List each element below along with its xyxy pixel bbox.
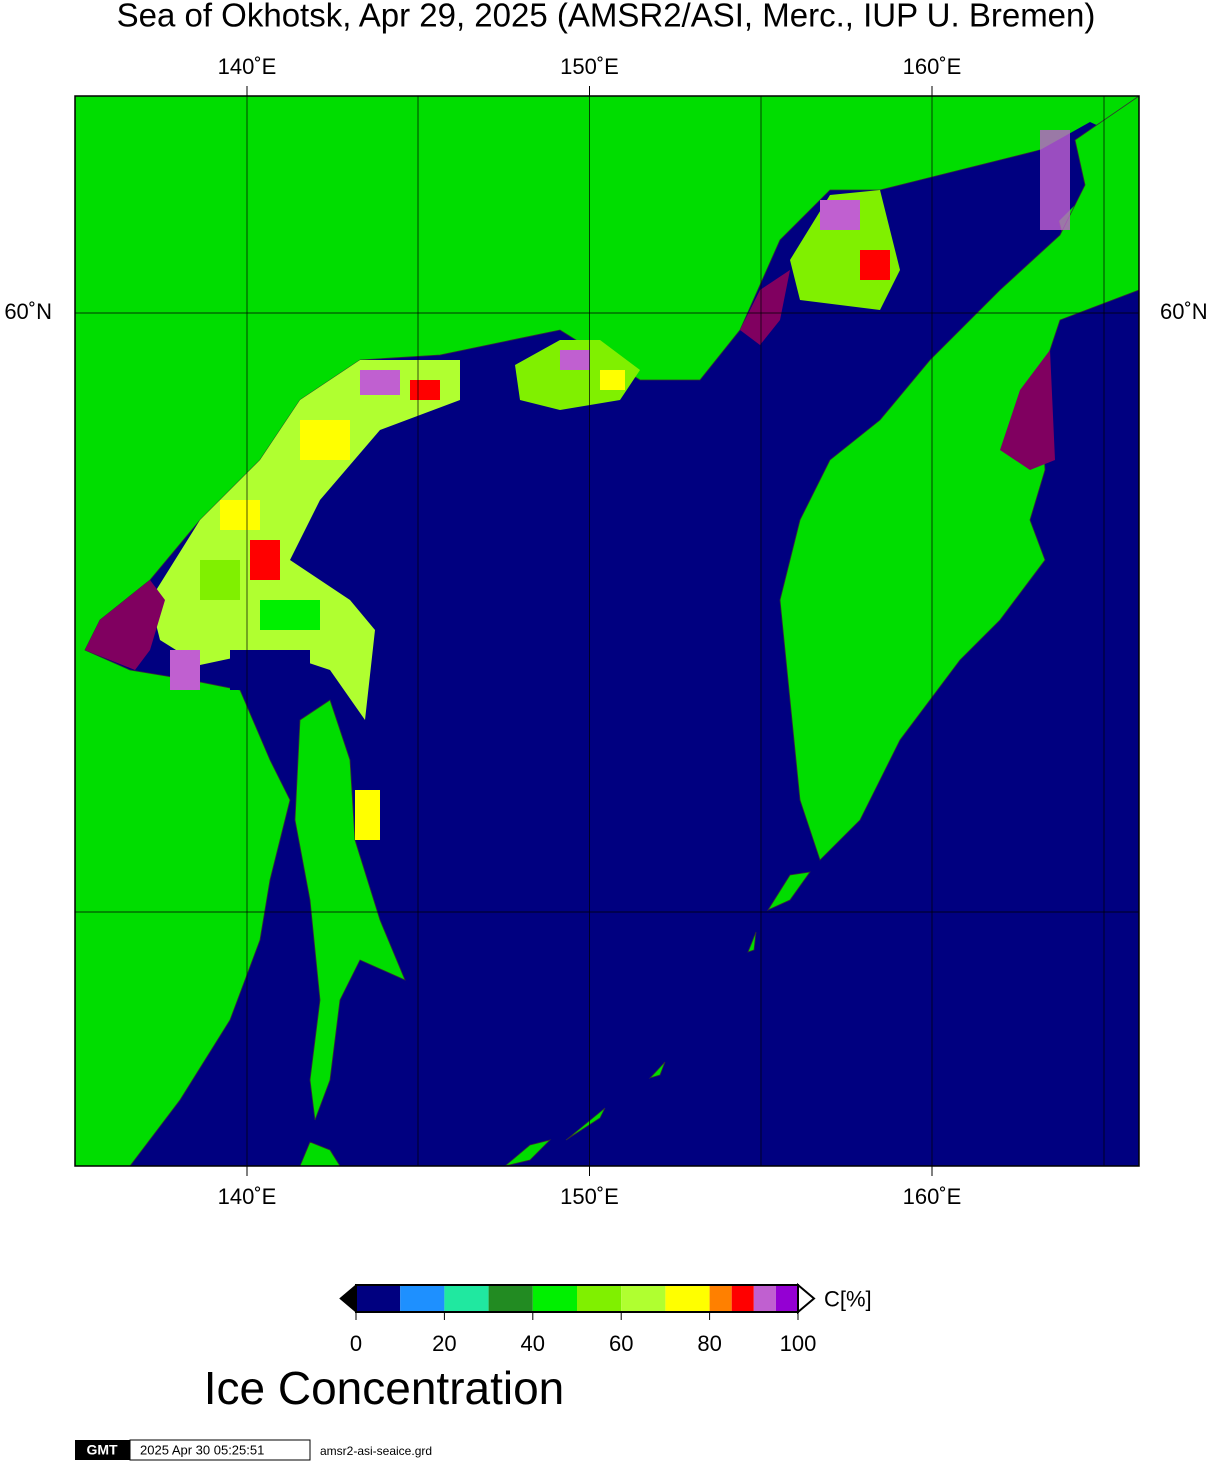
ice-region xyxy=(515,340,640,410)
colorbar-bin xyxy=(400,1285,445,1312)
colorbar-bin xyxy=(753,1285,776,1312)
colorbar-bin xyxy=(532,1285,577,1312)
colorbar-bin xyxy=(577,1285,622,1312)
lon-label: 150˚E xyxy=(560,54,619,79)
timestamp-box xyxy=(129,1439,311,1461)
logo: GMT xyxy=(86,1442,118,1458)
title: Sea of Okhotsk, Apr 29, 2025 (AMSR2/ASI,… xyxy=(117,0,1096,34)
colorbar-bin xyxy=(709,1285,732,1312)
ice-patch xyxy=(260,600,320,630)
lon-label: 160˚E xyxy=(903,54,962,79)
logo-box xyxy=(75,1440,130,1460)
lat-label: 60˚N xyxy=(4,299,52,324)
map xyxy=(74,86,1140,1176)
ice-patch xyxy=(820,200,860,230)
ice-patch xyxy=(250,540,280,580)
lon-label: 140˚E xyxy=(218,54,277,79)
colorbar-bin xyxy=(356,1285,401,1312)
lon-label: 150˚E xyxy=(560,1184,619,1209)
kuril-island xyxy=(766,871,811,911)
ice-patch xyxy=(600,370,625,390)
colorbar: 0 20 40 60 80 100 C[%] xyxy=(339,1282,872,1356)
sakhalin xyxy=(294,699,406,1121)
ice-region xyxy=(740,270,790,345)
kuril-island xyxy=(504,1139,552,1167)
ice-patch xyxy=(170,650,200,690)
ice-patch xyxy=(1040,130,1070,230)
colorbar-unit: C[%] xyxy=(824,1286,872,1311)
colorbar-frame xyxy=(355,1284,799,1313)
ice-region xyxy=(1000,350,1055,470)
colorbar-bin xyxy=(444,1285,489,1312)
ice-patch xyxy=(300,420,350,460)
ice-patch xyxy=(410,380,440,400)
ice-region xyxy=(85,580,165,670)
ice-patch xyxy=(220,500,260,530)
ice-patch xyxy=(200,560,240,600)
colorbar-bin xyxy=(488,1285,533,1312)
colorbar-bin xyxy=(665,1285,710,1312)
colorbar-title: Ice Concentration xyxy=(204,1362,565,1414)
colorbar-bin xyxy=(731,1285,754,1312)
colorbar-tick-label: 40 xyxy=(521,1331,545,1356)
map-frame xyxy=(74,95,1140,1167)
lat-label: 60˚N xyxy=(1160,299,1208,324)
ice-patch xyxy=(860,250,890,280)
ice-patch xyxy=(230,650,310,690)
colorbar-tick-label: 20 xyxy=(432,1331,456,1356)
lon-label: 160˚E xyxy=(903,1184,962,1209)
ice-region xyxy=(150,360,460,720)
colorbar-low-arrow xyxy=(339,1283,357,1314)
colorbar-bin xyxy=(621,1285,666,1312)
colorbar-tick-label: 0 xyxy=(350,1331,362,1356)
colorbar-high-arrow xyxy=(797,1282,816,1315)
kuril-island xyxy=(565,1107,606,1141)
kuril-island xyxy=(747,931,757,953)
ice-patch xyxy=(355,790,380,840)
filename: amsr2-asi-seaice.grd xyxy=(320,1444,432,1458)
lon-label: 140˚E xyxy=(218,1184,277,1209)
colorbar-tick-label: 60 xyxy=(609,1331,633,1356)
ice-patch xyxy=(360,370,400,395)
ice-patch xyxy=(560,350,590,370)
kamchatka xyxy=(779,95,1140,861)
colorbar-tick-label: 100 xyxy=(780,1331,817,1356)
timestamp: 2025 Apr 30 05:25:51 xyxy=(140,1442,264,1457)
colorbar-bin xyxy=(775,1285,798,1312)
colorbar-tick-label: 80 xyxy=(697,1331,721,1356)
kuril-island xyxy=(648,1061,666,1079)
